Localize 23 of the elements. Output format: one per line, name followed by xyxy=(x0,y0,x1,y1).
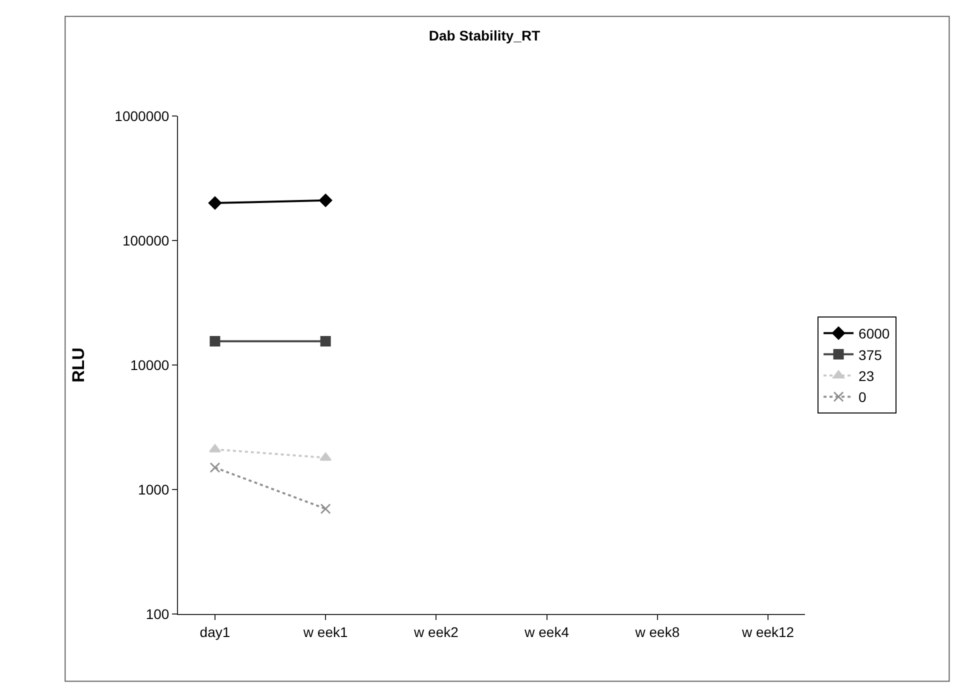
legend-label: 6000 xyxy=(858,326,890,342)
point xyxy=(210,462,220,473)
point xyxy=(320,336,331,347)
y-tick-label: 100000 xyxy=(122,232,170,248)
y-tick-label: 1000 xyxy=(138,481,170,498)
y-axis-title: RLU xyxy=(69,348,88,382)
point xyxy=(210,336,220,347)
legend-label: 375 xyxy=(858,346,882,363)
y-tick-label: 100 xyxy=(146,606,170,622)
legend-label: 23 xyxy=(858,368,874,384)
x-tick-label: w eek4 xyxy=(524,624,570,640)
y-tick-label: 10000 xyxy=(130,356,170,373)
x-tick-label: w eek8 xyxy=(634,624,680,640)
point xyxy=(320,504,331,514)
point xyxy=(208,196,222,210)
x-tick-label: day1 xyxy=(200,624,230,640)
x-tick-label: w eek1 xyxy=(302,624,348,640)
x-tick-label: w eek2 xyxy=(413,624,459,640)
y-tick-label: 1000000 xyxy=(114,108,170,124)
x-tick-label: w eek12 xyxy=(740,624,794,640)
chart-title: Dab Stability_RT xyxy=(428,28,541,44)
legend-label: 0 xyxy=(858,389,867,406)
point xyxy=(318,194,332,207)
